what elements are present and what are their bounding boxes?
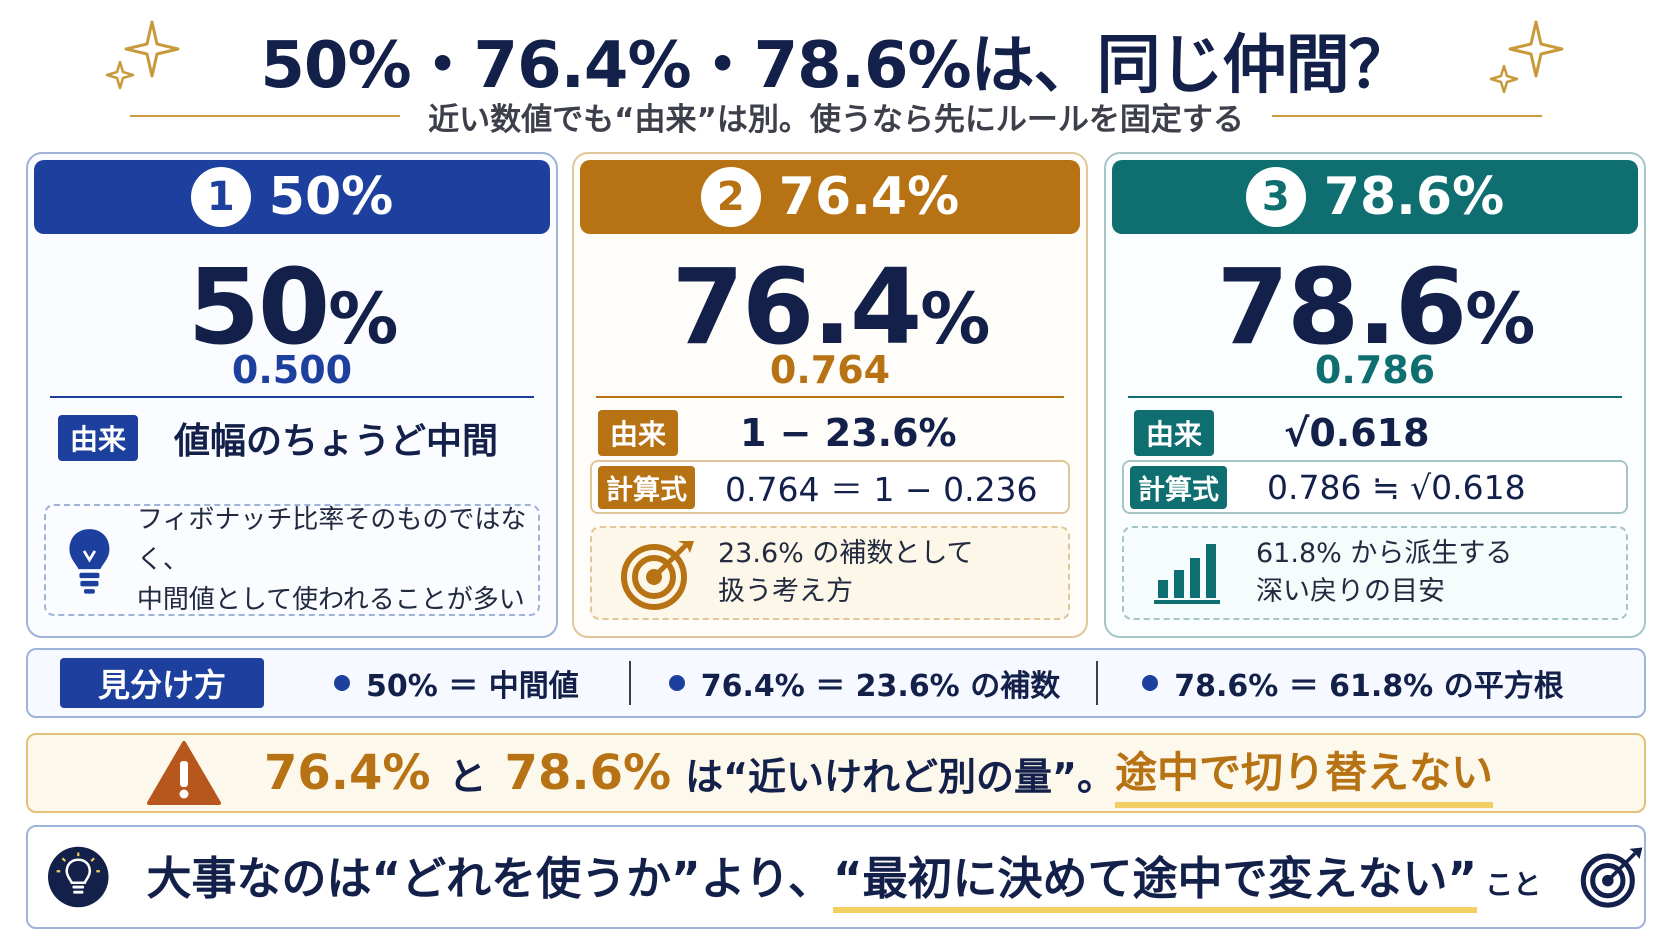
origin-value: √0.618 [1284,411,1430,455]
bar-chart-icon [1154,544,1220,604]
number-badge: 1 [190,167,251,227]
note-text: 61.8% から派生する 深い戻りの目安 [1256,538,1513,607]
conclusion-highlight: “最初に決めて途中で変えない” [832,842,1478,913]
formula-tag: 計算式 [1130,465,1227,509]
origin-value: 1 − 23.6% [740,411,957,455]
note-box: フィボナッチ比率そのものではなく、 中間値として使われることが多い [44,504,540,616]
origin-tag: 由来 [58,415,139,461]
lightbulb-icon [48,846,109,908]
divider [1271,115,1542,117]
note-text: 23.6% の補数として 扱う考え方 [718,538,974,607]
number-badge: 3 [1245,167,1306,227]
divider [1128,396,1622,398]
card-header-label: 50% [268,167,394,227]
bullet-icon [668,675,685,691]
big-value: 76.4% [671,246,991,368]
summary-item: 76.4% ＝ 23.6% の補数 [668,661,1060,705]
lightbulb-icon [69,529,110,594]
summary-item: 50% ＝ 中間値 [334,661,579,705]
card-header-label: 76.4% [778,167,960,227]
divider [50,396,534,398]
divider [628,661,631,705]
warning-text: 76.4% と 78.6% は“近いけれど別の量”。 途中で切り替えない [264,739,1494,808]
formula-value: 0.764 ＝ 1 − 0.236 [725,470,1038,509]
conclusion-bar: 大事なのは“どれを使うか”より、 “最初に決めて途中で変えない” こと [26,825,1646,929]
card-76-4: 2 76.4% 76.4% 0.764 由来 1 − 23.6% 計算式 0.7… [572,152,1088,638]
origin-row: 由来 1 − 23.6% [596,410,1064,456]
page-title: 50%・76.4%・78.6%は、同じ仲間？ [260,29,1412,103]
formula-value: 0.786 ≒ √0.618 [1267,467,1526,507]
big-value: 50% [187,246,399,368]
divider [596,396,1064,398]
sparkle-icon [1489,20,1564,94]
card-50: 1 50% 50% 0.500 由来 値幅のちょうど中間 フィボナッチ比率そのも… [26,152,558,638]
subtitle-row: 近い数値でも“由来”は別。使うなら先にルールを固定する [130,96,1542,138]
divider [130,115,401,117]
card-header: 2 76.4% [580,160,1080,234]
note-box: 23.6% の補数として 扱う考え方 [590,526,1070,620]
card-78-6: 3 78.6% 78.6% 0.786 由来 √0.618 計算式 0.786 … [1104,152,1646,638]
card-header-label: 78.6% [1323,167,1505,227]
decimal-value: 0.764 [769,348,891,392]
card-header: 3 78.6% [1112,160,1638,234]
number-badge: 2 [700,167,761,227]
big-value: 78.6% [1216,246,1536,368]
subtitle: 近い数値でも“由来”は別。使うなら先にルールを固定する [428,101,1244,138]
warning-highlight: 途中で切り替えない [1115,739,1494,808]
warning-bar: 76.4% と 78.6% は“近いけれど別の量”。 途中で切り替えない [26,733,1646,813]
summary-tag: 見分け方 [60,658,264,708]
note-box: 61.8% から派生する 深い戻りの目安 [1122,526,1628,620]
origin-value: 値幅のちょうど中間 [174,421,499,462]
origin-tag: 由来 [1134,410,1215,456]
bullet-icon [334,675,350,691]
origin-tag: 由来 [598,410,679,456]
card-header: 1 50% [34,160,550,234]
divider [1096,661,1099,705]
formula-tag: 計算式 [598,465,695,509]
origin-row: 由来 値幅のちょうど中間 [50,412,534,464]
conclusion-text: 大事なのは“どれを使うか”より、 “最初に決めて途中で変えない” こと [147,842,1541,913]
sparkle-icon [105,20,180,90]
decimal-value: 0.500 [231,348,353,392]
summary-bar: 見分け方 50% ＝ 中間値 76.4% ＝ 23.6% の補数 78.6% ＝… [26,648,1646,718]
note-text: フィボナッチ比率そのものではなく、 中間値として使われることが多い [136,505,527,615]
target-icon [1580,847,1643,908]
summary-item: 78.6% ＝ 61.8% の平方根 [1142,661,1564,705]
formula-box: 計算式 0.764 ＝ 1 − 0.236 [590,460,1070,514]
bullet-icon [1142,675,1159,691]
decimal-value: 0.786 [1314,348,1436,392]
warning-icon [147,741,221,805]
formula-box: 計算式 0.786 ≒ √0.618 [1122,460,1628,514]
target-icon [621,541,694,610]
origin-row: 由来 √0.618 [1128,410,1622,456]
